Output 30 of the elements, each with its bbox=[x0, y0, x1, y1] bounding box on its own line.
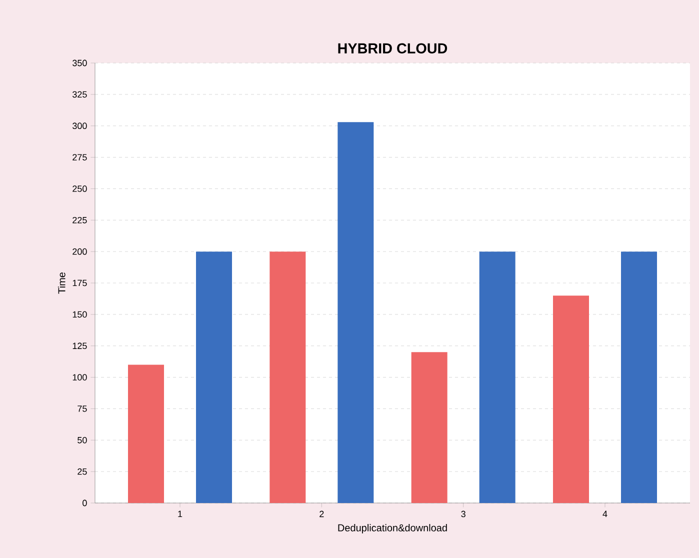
bar bbox=[128, 364, 164, 503]
y-tick-label: 100 bbox=[72, 374, 87, 380]
bar bbox=[621, 252, 657, 503]
y-tick-label: 50 bbox=[78, 436, 87, 444]
y-tick-label: 125 bbox=[72, 342, 87, 350]
x-tick-label: 3 bbox=[461, 510, 466, 518]
y-tick-label: 75 bbox=[78, 406, 87, 412]
chart-title: HYBRID CLOUD bbox=[338, 43, 448, 54]
y-tick-label: 325 bbox=[72, 91, 87, 98]
y-tick-label: 350 bbox=[72, 60, 87, 66]
y-axis-title: Time bbox=[58, 272, 66, 294]
y-tick-label: 275 bbox=[72, 154, 87, 160]
x-tick-label: 2 bbox=[320, 510, 324, 518]
y-tick-label: 150 bbox=[72, 311, 87, 318]
y-tick-label: 0 bbox=[82, 500, 87, 506]
x-axis-title: Deduplication&download bbox=[338, 524, 447, 534]
y-tick-label: 225 bbox=[72, 216, 87, 224]
y-tick-label: 200 bbox=[72, 248, 87, 255]
bar bbox=[553, 296, 589, 503]
y-tick-label: 25 bbox=[78, 468, 87, 475]
bar bbox=[479, 252, 516, 503]
bar bbox=[338, 122, 374, 503]
bar bbox=[411, 352, 448, 503]
y-tick-label: 175 bbox=[72, 280, 87, 286]
bar bbox=[196, 252, 232, 503]
y-tick-label: 250 bbox=[72, 186, 87, 192]
x-tick-label: 4 bbox=[602, 510, 608, 517]
x-tick-label: 1 bbox=[178, 510, 182, 517]
bar bbox=[270, 252, 306, 503]
y-tick-label: 300 bbox=[72, 122, 87, 130]
